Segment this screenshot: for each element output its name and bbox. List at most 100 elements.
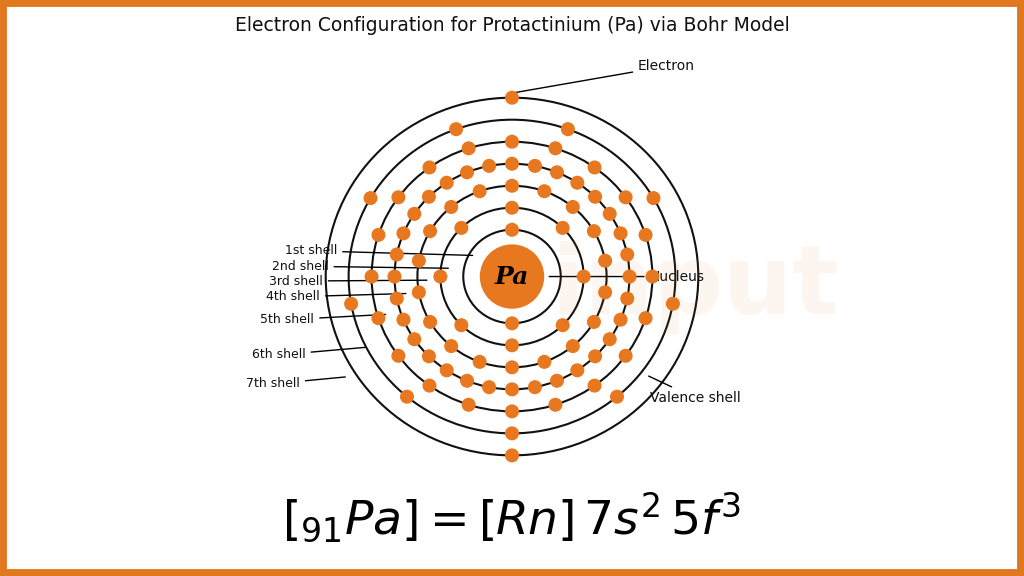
Circle shape xyxy=(440,176,453,189)
Circle shape xyxy=(646,270,658,283)
Circle shape xyxy=(397,227,410,240)
Text: input: input xyxy=(552,241,840,335)
Circle shape xyxy=(366,270,378,283)
Circle shape xyxy=(599,286,611,298)
Circle shape xyxy=(549,399,562,411)
Circle shape xyxy=(473,355,486,368)
Circle shape xyxy=(506,427,518,439)
Circle shape xyxy=(372,312,385,324)
Circle shape xyxy=(506,202,518,214)
Circle shape xyxy=(462,399,475,411)
Circle shape xyxy=(538,355,551,368)
Circle shape xyxy=(603,207,616,220)
Circle shape xyxy=(413,255,425,267)
Circle shape xyxy=(345,297,357,310)
Text: Pa: Pa xyxy=(495,264,529,289)
Text: 2nd shell: 2nd shell xyxy=(271,260,449,272)
Circle shape xyxy=(397,313,410,326)
Text: Nucleus: Nucleus xyxy=(549,270,705,283)
Circle shape xyxy=(482,160,496,172)
Circle shape xyxy=(400,391,414,403)
Circle shape xyxy=(561,123,574,135)
Circle shape xyxy=(506,180,518,192)
Circle shape xyxy=(423,191,435,203)
Circle shape xyxy=(647,192,659,204)
Text: 1st shell: 1st shell xyxy=(285,244,473,257)
Circle shape xyxy=(424,316,436,328)
Circle shape xyxy=(388,270,400,283)
Circle shape xyxy=(408,333,421,346)
Circle shape xyxy=(450,123,463,135)
Circle shape xyxy=(588,225,600,237)
Circle shape xyxy=(571,364,584,377)
Circle shape xyxy=(610,391,624,403)
Circle shape xyxy=(444,200,458,213)
Circle shape xyxy=(639,229,652,241)
Text: Electron Configuration for Protactinium (Pa) via Bohr Model: Electron Configuration for Protactinium … xyxy=(234,16,790,35)
Circle shape xyxy=(482,381,496,393)
Circle shape xyxy=(506,317,518,329)
Circle shape xyxy=(588,161,601,174)
Text: 5th shell: 5th shell xyxy=(260,313,386,326)
Circle shape xyxy=(506,157,518,170)
Circle shape xyxy=(455,319,468,331)
Circle shape xyxy=(461,166,473,179)
Circle shape xyxy=(621,248,634,261)
Circle shape xyxy=(473,185,486,198)
Circle shape xyxy=(506,405,518,418)
Circle shape xyxy=(599,255,611,267)
Circle shape xyxy=(571,176,584,189)
Circle shape xyxy=(603,333,616,346)
Circle shape xyxy=(365,192,377,204)
Circle shape xyxy=(506,449,518,462)
Circle shape xyxy=(408,207,421,220)
Circle shape xyxy=(614,227,627,240)
Circle shape xyxy=(551,166,563,179)
Circle shape xyxy=(440,364,453,377)
Circle shape xyxy=(528,160,542,172)
Circle shape xyxy=(392,350,404,362)
Circle shape xyxy=(423,350,435,363)
Circle shape xyxy=(614,313,627,326)
Circle shape xyxy=(556,319,569,331)
Circle shape xyxy=(462,142,475,154)
Circle shape xyxy=(588,316,600,328)
Text: 7th shell: 7th shell xyxy=(246,377,345,391)
Circle shape xyxy=(461,374,473,387)
Circle shape xyxy=(556,222,569,234)
Circle shape xyxy=(620,191,632,203)
Circle shape xyxy=(434,270,446,283)
Circle shape xyxy=(423,380,436,392)
Circle shape xyxy=(506,92,518,104)
Text: $[_{91}Pa] = [Rn]\,7s^2\,5f^3$: $[_{91}Pa] = [Rn]\,7s^2\,5f^3$ xyxy=(283,490,741,544)
Circle shape xyxy=(480,245,544,308)
Circle shape xyxy=(621,292,634,305)
Circle shape xyxy=(566,340,580,353)
Circle shape xyxy=(639,312,652,324)
Circle shape xyxy=(506,383,518,396)
Circle shape xyxy=(423,161,436,174)
Circle shape xyxy=(506,361,518,374)
Circle shape xyxy=(392,191,404,203)
Circle shape xyxy=(506,135,518,148)
Circle shape xyxy=(620,350,632,362)
Circle shape xyxy=(390,292,403,305)
Circle shape xyxy=(549,142,562,154)
Text: 6th shell: 6th shell xyxy=(252,347,366,362)
Text: Electron: Electron xyxy=(515,59,695,93)
Circle shape xyxy=(455,222,468,234)
Circle shape xyxy=(578,270,590,283)
Text: 3rd shell: 3rd shell xyxy=(269,275,427,287)
Circle shape xyxy=(390,248,403,261)
Circle shape xyxy=(667,297,679,310)
Circle shape xyxy=(588,380,601,392)
Circle shape xyxy=(624,270,636,283)
Circle shape xyxy=(551,374,563,387)
Circle shape xyxy=(506,339,518,351)
Text: 4th shell: 4th shell xyxy=(266,290,406,304)
Circle shape xyxy=(566,200,580,213)
Circle shape xyxy=(413,286,425,298)
Text: Valence shell: Valence shell xyxy=(648,376,740,405)
Circle shape xyxy=(589,350,601,363)
Circle shape xyxy=(424,225,436,237)
